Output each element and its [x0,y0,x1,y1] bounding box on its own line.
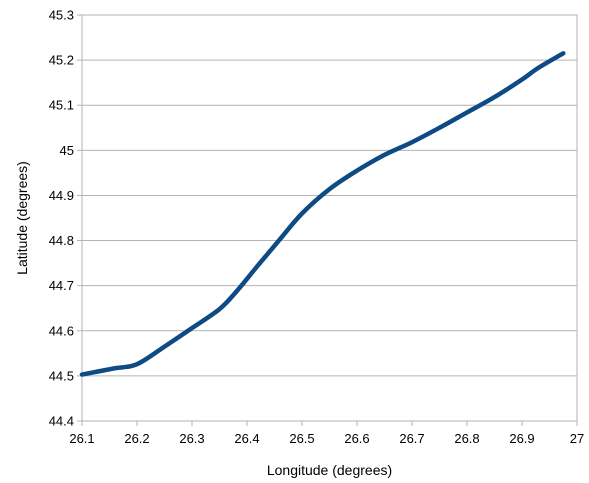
plot-area-border [81,14,578,422]
y-tick-label: 44.4 [49,414,74,429]
x-tick-labels: 26.1 26.2 26.3 26.4 26.5 26.6 26.7 26.8 26.9 27 [69,431,584,446]
y-tick-label: 45.1 [49,98,74,113]
x-tick-label: 26.3 [179,431,204,446]
y-tick-label: 44.6 [49,323,74,338]
series-layer [79,51,566,377]
x-tick-label: 26.6 [344,431,369,446]
x-tick-label: 26.4 [234,431,259,446]
y-tick-label: 45.2 [49,53,74,68]
y-tick-label: 44.5 [49,368,74,383]
x-tick-label: 27 [570,431,584,446]
x-tick-label: 26.5 [289,431,314,446]
plot-frame [77,14,578,426]
x-tick-label: 26.8 [454,431,479,446]
y-tick-label: 44.9 [49,188,74,203]
x-tick-label: 26.1 [69,431,94,446]
y-tick-label: 44.8 [49,233,74,248]
grid-lines [82,14,577,422]
y-axis-title: Latitude (degrees) [14,161,30,275]
y-tick-label: 44.7 [49,278,74,293]
y-tick-label: 45.3 [49,8,74,23]
y-tick-label: 45 [60,143,74,158]
x-tick-label: 26.9 [509,431,534,446]
x-tick-label: 26.2 [124,431,149,446]
x-tick-label: 26.7 [399,431,424,446]
y-tick-labels: 44.4 44.5 44.6 44.7 44.8 44.9 45 45.1 45.2 45.3 [49,8,74,429]
series-line-0 [79,51,566,377]
x-axis-title: Longitude (degrees) [267,462,392,478]
